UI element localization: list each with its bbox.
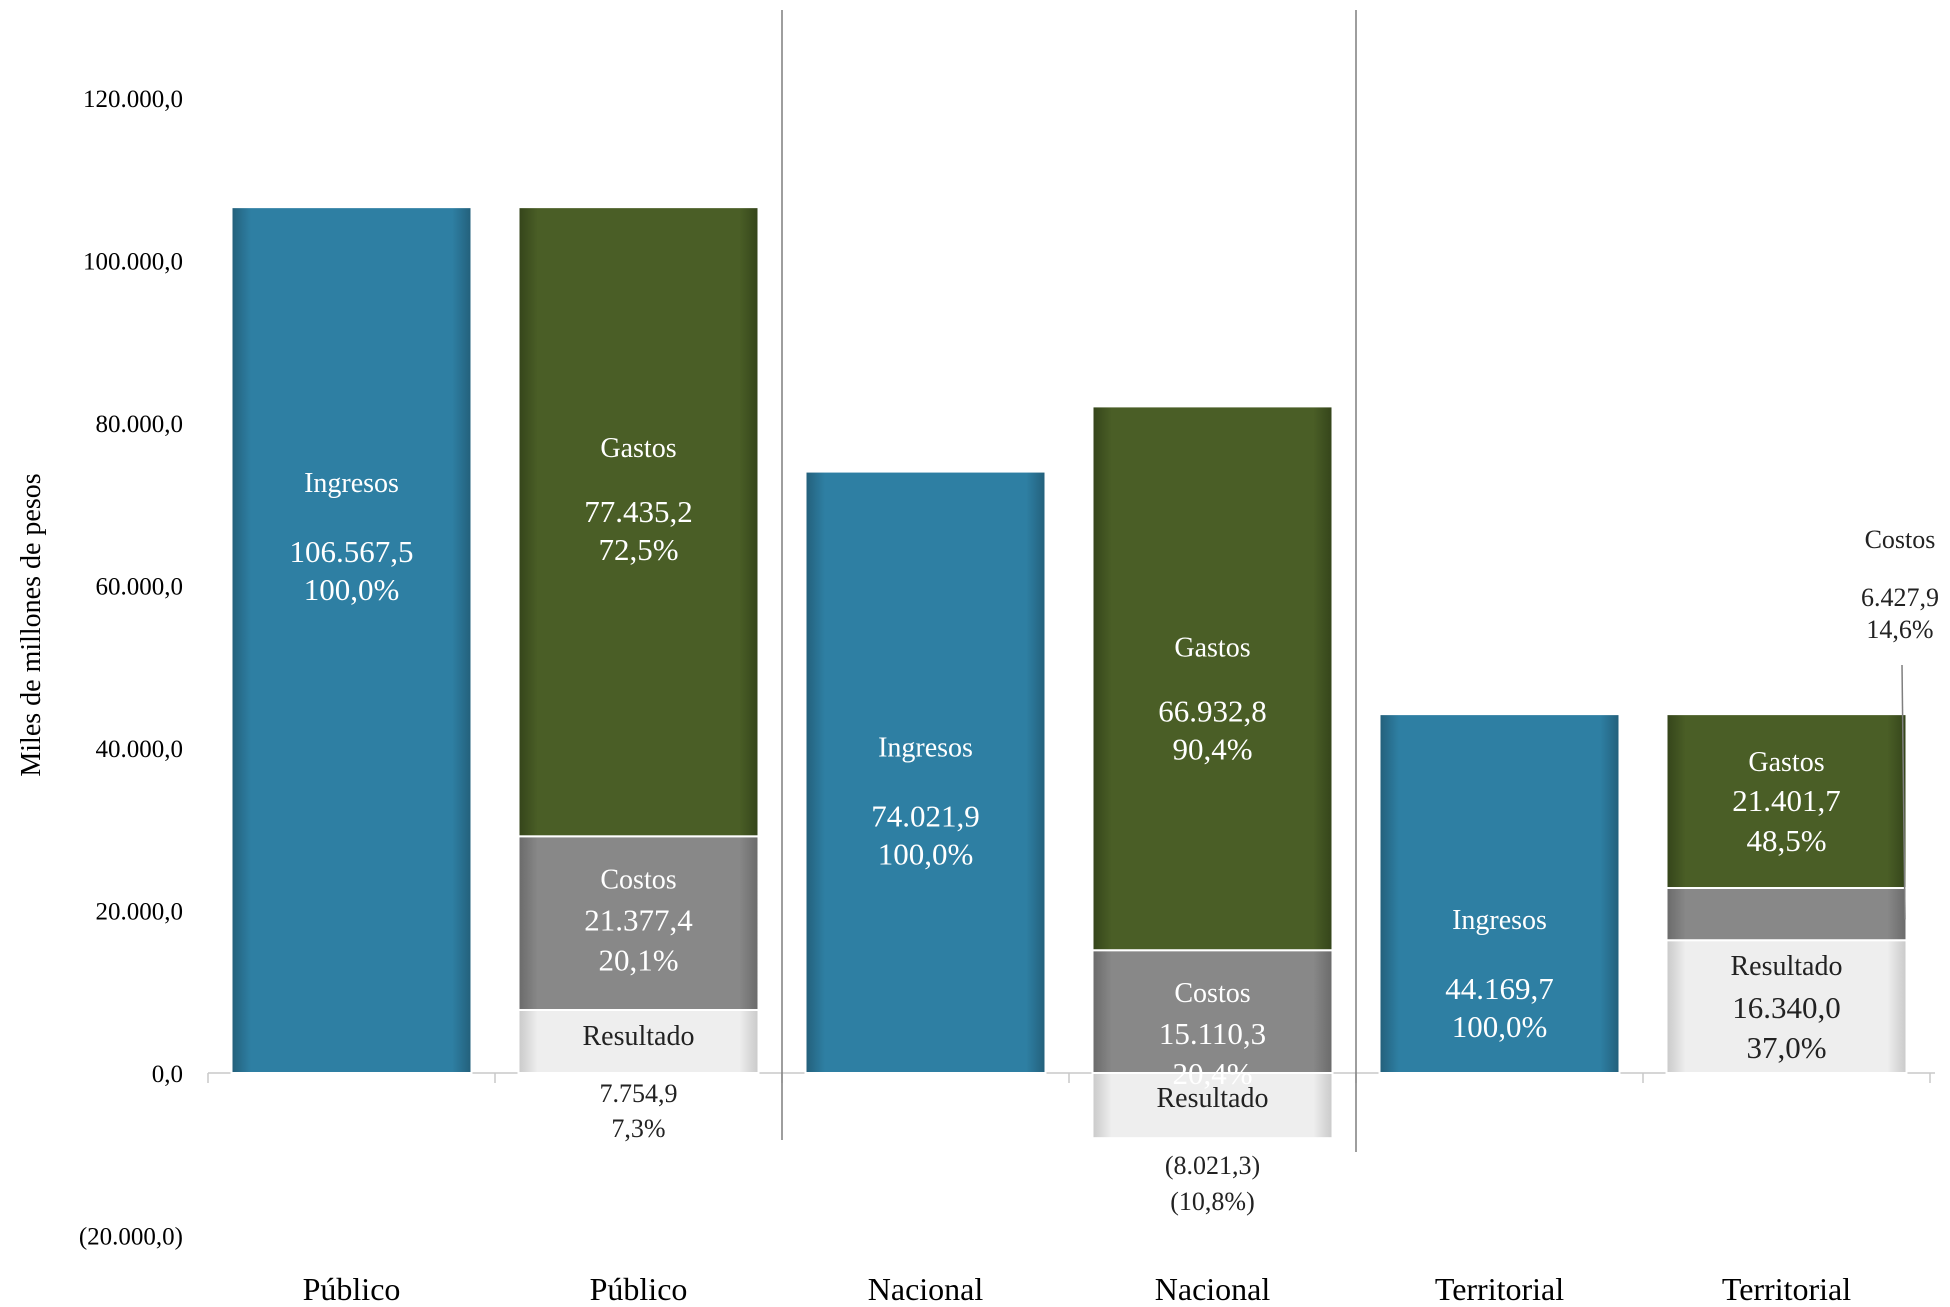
costos-data-label: 6.427,9 [1861, 583, 1939, 612]
y-tick-label: 60.000,0 [96, 574, 184, 601]
gastos-data-label: 72,5% [598, 532, 678, 567]
resultado-data-label: Resultado [1157, 1083, 1269, 1114]
ingresos-data-label: 106.567,5 [290, 534, 414, 569]
x-category-label: Nacional [1155, 1271, 1271, 1307]
resultado-data-label: Resultado [1731, 951, 1843, 982]
leader-line [1901, 664, 1906, 920]
bar-ingresos [804, 470, 1047, 1074]
gastos-data-label: 66.932,8 [1158, 693, 1267, 728]
y-tick-label: 0,0 [152, 1061, 183, 1088]
resultado-data-label: (10,8%) [1170, 1187, 1254, 1216]
bar-gastos [1091, 405, 1334, 952]
bar-resultado [517, 1008, 760, 1075]
resultado-data-label: 16.340,0 [1732, 990, 1841, 1025]
ingresos-data-label: Ingresos [878, 733, 973, 764]
y-tick-label: (20.000,0) [79, 1224, 183, 1251]
costos-data-label: 21.377,4 [584, 902, 693, 937]
costos-data-label: 15.110,3 [1159, 1016, 1266, 1051]
ingresos-data-label: 44.169,7 [1445, 971, 1554, 1006]
resultado-data-label: (8.021,3) [1165, 1151, 1260, 1180]
costos-data-label: 20,4% [1172, 1056, 1252, 1091]
bar-costos [517, 835, 760, 1011]
costos-data-label: Costos [600, 864, 676, 895]
bar-resultado [1665, 939, 1908, 1074]
gastos-data-label: Gastos [1748, 747, 1824, 778]
costos-data-label: Costos [1174, 978, 1250, 1009]
axis-layer: Miles de millones de pesos 120.000,0 100.0… [16, 10, 1935, 1307]
x-category-label: Territorial [1722, 1271, 1851, 1307]
bar-layer [230, 206, 1908, 1140]
x-category-label: Público [303, 1271, 401, 1307]
x-category-label: Nacional [868, 1271, 984, 1307]
x-category-label: Territorial [1435, 1271, 1564, 1307]
resultado-data-label: 7,3% [611, 1114, 665, 1143]
ingresos-data-label: 100,0% [878, 837, 974, 872]
gastos-data-label: Gastos [600, 433, 676, 464]
gastos-data-label: 21.401,7 [1732, 783, 1841, 818]
resultado-data-label: 37,0% [1746, 1030, 1826, 1065]
resultado-data-label: Resultado [583, 1021, 695, 1052]
gastos-data-label: 48,5% [1746, 823, 1826, 858]
bar-resultado [1091, 1072, 1334, 1140]
y-axis-title: Miles de millones de pesos [16, 473, 47, 776]
ingresos-data-label: Ingresos [1452, 905, 1547, 936]
ingresos-data-label: 100,0% [304, 572, 400, 607]
y-tick-label: 80.000,0 [96, 411, 184, 438]
costos-data-label: 14,6% [1866, 615, 1933, 644]
ingresos-data-label: 100,0% [1452, 1009, 1548, 1044]
y-tick-label: 20.000,0 [96, 899, 184, 926]
resultado-data-label: 7.754,9 [600, 1079, 678, 1108]
gastos-data-label: Gastos [1174, 632, 1250, 663]
y-tick-label: 100.000,0 [83, 249, 183, 276]
costos-data-label: Costos [1865, 525, 1936, 554]
bar-ingresos [230, 206, 473, 1075]
y-tick-label: 40.000,0 [96, 736, 184, 763]
bar-gastos [517, 206, 760, 838]
label-layer: Ingresos106.567,5100,0%Resultado7.754,97… [290, 433, 1940, 1216]
bar-gastos [1665, 713, 1908, 890]
ingresos-data-label: 74.021,9 [871, 799, 980, 834]
costos-data-label: 20,1% [598, 942, 678, 977]
x-category-label: Público [590, 1271, 688, 1307]
bar-costos [1665, 887, 1908, 942]
gastos-data-label: 77.435,2 [584, 494, 693, 529]
ingresos-data-label: Ingresos [304, 468, 399, 499]
gastos-data-label: 90,4% [1172, 731, 1252, 766]
bar-costos [1091, 949, 1334, 1075]
bar-ingresos [1378, 713, 1621, 1075]
y-tick-label: 120.000,0 [83, 86, 183, 113]
